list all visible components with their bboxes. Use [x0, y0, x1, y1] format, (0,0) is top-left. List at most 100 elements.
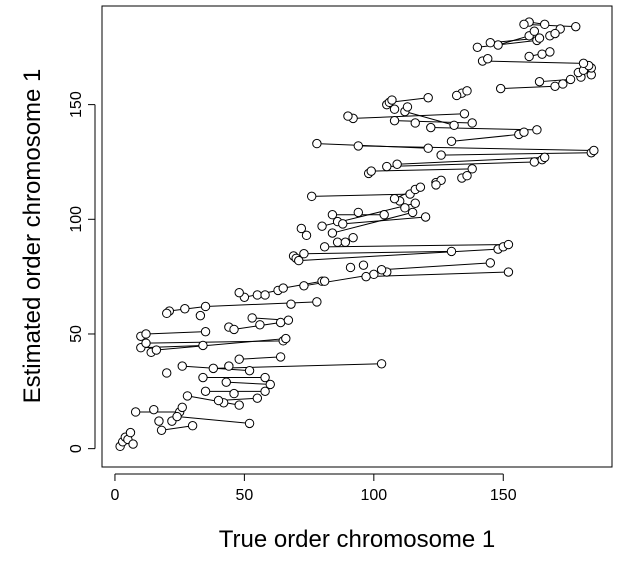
- data-point: [382, 161, 392, 172]
- data-point: [286, 299, 296, 309]
- data-point: [376, 359, 387, 369]
- data-point: [130, 407, 141, 417]
- data-point: [200, 386, 211, 397]
- data-point: [503, 267, 514, 277]
- data-point: [519, 19, 529, 30]
- data-point: [410, 198, 420, 208]
- data-point: [415, 182, 426, 192]
- data-point: [550, 28, 560, 39]
- data-point: [348, 232, 358, 243]
- data-point: [244, 418, 255, 429]
- data-point: [327, 210, 338, 220]
- segment-line: [324, 244, 509, 248]
- data-point: [539, 19, 550, 30]
- data-point: [234, 354, 244, 364]
- data-point: [519, 127, 529, 137]
- data-point: [565, 74, 576, 85]
- point-layer: [115, 17, 599, 452]
- data-point: [537, 49, 547, 59]
- data-point: [198, 340, 208, 351]
- data-point: [423, 143, 433, 153]
- data-point: [332, 237, 343, 247]
- y-tick-label: 50: [68, 325, 85, 343]
- data-point: [177, 361, 187, 371]
- data-point: [221, 377, 231, 387]
- data-point: [436, 150, 446, 160]
- data-point: [296, 223, 307, 234]
- data-point: [234, 400, 244, 410]
- data-point: [392, 159, 402, 169]
- data-point: [353, 207, 363, 218]
- data-point: [451, 90, 462, 101]
- segment-line: [394, 120, 473, 124]
- data-point: [247, 313, 257, 323]
- y-tick-label: 100: [68, 206, 85, 233]
- data-point: [446, 246, 457, 257]
- data-point: [234, 287, 244, 298]
- data-point: [149, 404, 159, 415]
- data-point: [278, 283, 288, 293]
- data-point: [410, 118, 420, 128]
- data-point: [224, 361, 234, 371]
- segment-line: [366, 271, 509, 278]
- data-point: [260, 372, 270, 383]
- data-point: [366, 166, 376, 176]
- data-point: [294, 255, 304, 266]
- data-point: [275, 352, 286, 362]
- data-point: [327, 228, 338, 238]
- data-point: [462, 171, 472, 181]
- data-point: [141, 338, 151, 348]
- segment-line: [161, 425, 193, 431]
- x-tick-label: 100: [360, 487, 387, 504]
- data-point: [493, 40, 503, 50]
- data-point: [306, 191, 317, 202]
- data-point: [229, 388, 239, 399]
- data-point: [128, 439, 138, 449]
- data-point: [312, 297, 322, 307]
- data-point: [545, 47, 555, 57]
- data-point: [361, 271, 371, 282]
- segment-line: [303, 250, 452, 255]
- data-point: [529, 26, 540, 36]
- segment-line: [316, 143, 429, 149]
- data-point: [244, 365, 255, 376]
- data-point: [503, 239, 514, 250]
- data-point: [281, 333, 291, 344]
- data-point: [162, 368, 172, 378]
- segment-line: [397, 156, 545, 165]
- data-point: [200, 301, 211, 312]
- data-point: [177, 402, 187, 413]
- segment-line: [187, 395, 240, 406]
- data-point: [125, 427, 136, 438]
- data-point: [495, 83, 506, 94]
- data-point: [539, 152, 550, 163]
- segment-line: [156, 338, 286, 351]
- x-tick-label: 0: [110, 487, 119, 504]
- data-point: [532, 125, 542, 135]
- segment-line: [177, 416, 250, 424]
- data-point: [312, 138, 322, 149]
- plot-box: [101, 5, 613, 468]
- data-point: [524, 51, 534, 62]
- segment-line: [381, 262, 491, 271]
- x-tick-label: 50: [235, 487, 253, 504]
- segment-line: [146, 340, 284, 344]
- data-point: [369, 269, 379, 280]
- segment-line: [239, 356, 281, 360]
- data-point: [431, 180, 441, 190]
- data-point: [379, 210, 389, 220]
- data-point: [589, 145, 599, 156]
- data-point: [376, 265, 387, 275]
- segment-line: [145, 331, 206, 335]
- data-point: [187, 421, 198, 431]
- segment-line: [140, 344, 203, 349]
- data-point: [260, 386, 270, 397]
- y-tick-label: 0: [68, 444, 85, 453]
- data-point: [387, 95, 397, 105]
- data-point: [317, 221, 327, 231]
- data-point: [485, 37, 496, 48]
- data-point: [275, 317, 286, 328]
- segment-line: [404, 111, 455, 126]
- data-point: [195, 310, 206, 321]
